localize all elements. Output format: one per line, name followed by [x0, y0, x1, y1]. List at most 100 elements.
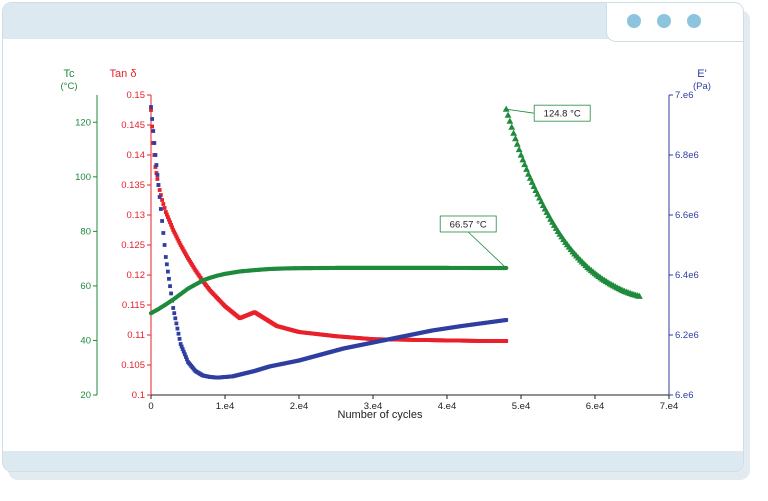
tc-tick-label: 100: [75, 172, 91, 183]
data-point: [180, 347, 185, 352]
tc-tick-label: 60: [80, 281, 91, 292]
x-tick-label: 6.e4: [586, 401, 605, 412]
data-point: [176, 238, 181, 243]
data-point: [168, 220, 172, 225]
data-point: [158, 207, 163, 211]
data-point: [175, 236, 180, 241]
data-point: [160, 219, 164, 223]
multi-axis-chart: 0 1.e4 2.e4 3.e4 4.e4 5.e4 6.e4 7.e4 Number of c…: [61, 68, 711, 421]
data-point: [171, 306, 176, 310]
data-point: [173, 232, 178, 237]
tan_delta-axis-title: Tan δ: [110, 68, 137, 80]
annotation-box: [533, 104, 591, 122]
window-controls: [606, 3, 743, 42]
tc-tick-label: 120: [75, 117, 91, 128]
window-bottom-bar: [3, 451, 743, 471]
data-point: [167, 217, 171, 222]
e_prime-axis-unit: (Pa): [693, 81, 711, 92]
tan_delta-tick-label: 0.135: [121, 180, 145, 191]
data-point: [181, 349, 186, 354]
data-point: [149, 105, 153, 109]
dot-icon[interactable]: [627, 14, 641, 28]
data-point: [517, 151, 525, 158]
data-point: [171, 228, 176, 232]
data-point: [504, 111, 512, 118]
tan_delta-tick-label: 0.13: [127, 210, 146, 221]
data-point: [169, 291, 173, 296]
series-e_prime-1: [149, 105, 509, 380]
data-point: [523, 165, 530, 172]
data-point: [163, 255, 168, 259]
tan_delta-tick-label: 0.12: [127, 270, 146, 281]
annotations: 66.57 °C 124.8 °C: [439, 104, 591, 269]
data-point: [521, 160, 529, 168]
data-point: [166, 215, 170, 220]
dot-icon[interactable]: [687, 14, 701, 28]
data-point: [506, 117, 514, 124]
data-point: [179, 344, 184, 349]
data-point: [153, 165, 158, 169]
x-axis-title: Number of cycles: [338, 409, 423, 421]
data-point: [172, 230, 177, 235]
tan_delta-tick-label: 0.145: [121, 120, 145, 131]
data-point: [185, 357, 189, 362]
data-point: [157, 188, 162, 192]
tan_delta-tick-label: 0.1: [132, 390, 145, 401]
data-point: [508, 123, 516, 130]
data-point: [164, 262, 169, 267]
e_prime-tick-label: 6.8e6: [675, 150, 699, 161]
data-point: [155, 177, 160, 181]
data-point: [152, 141, 157, 145]
data-point: [183, 354, 188, 359]
x-tick-label: 4.e4: [438, 401, 457, 412]
e_prime-tick-label: 6.6e6: [675, 210, 699, 221]
data-point: [177, 240, 182, 245]
data-point: [515, 145, 523, 153]
tan_delta-tick-label: 0.125: [121, 240, 145, 251]
data-point: [151, 129, 156, 133]
chart-window: 0 1.e4 2.e4 3.e4 4.e4 5.e4 6.e4 7.e4 Number of c…: [2, 2, 744, 472]
series-tc-3: [502, 105, 643, 299]
x-tick-label: 5.e4: [512, 401, 531, 412]
tan_delta-tick-label: 0.15: [127, 90, 146, 101]
data-point: [169, 222, 173, 227]
tc-axis-title: Tc: [64, 68, 76, 80]
e_prime-axis-title: E': [697, 68, 706, 80]
tan_delta-tick-label: 0.115: [122, 300, 145, 311]
data-point: [150, 124, 155, 129]
x-tick-label: 1.e4: [216, 401, 235, 412]
x-tick-label: 0: [148, 401, 153, 412]
data-point: [161, 202, 166, 206]
x-tick-label: 2.e4: [290, 401, 309, 412]
e_prime-tick-label: 6.2e6: [675, 330, 699, 341]
tc-axis-unit: (°C): [61, 81, 78, 92]
tan_delta-tick-label: 0.14: [127, 150, 146, 161]
data-point: [502, 105, 510, 112]
data-point: [182, 352, 187, 357]
axes: 0 1.e4 2.e4 3.e4 4.e4 5.e4 6.e4 7.e4 Number of c…: [61, 68, 711, 421]
annotation-leader: [506, 108, 535, 114]
data-point: [167, 276, 171, 281]
tc-tick-label: 20: [80, 390, 91, 401]
data-point: [164, 212, 169, 217]
dot-icon[interactable]: [657, 14, 671, 28]
data-point: [150, 117, 155, 121]
annotation-box: [439, 215, 497, 233]
data-point: [153, 153, 158, 157]
data-point: [513, 140, 521, 147]
annotation-label: 66.57 °C: [450, 219, 487, 230]
tan_delta-tick-label: 0.105: [121, 360, 145, 371]
data-point: [157, 195, 162, 199]
e_prime-tick-label: 6.e6: [675, 390, 694, 401]
data-point: [504, 318, 509, 322]
data-point: [154, 171, 159, 175]
data-point: [149, 108, 153, 112]
e_prime-tick-label: 7.e6: [675, 90, 694, 101]
data-point: [178, 342, 183, 346]
data-point: [175, 326, 180, 331]
data-point: [170, 225, 175, 230]
data-point: [172, 311, 177, 316]
x-tick-label: 3.e4: [364, 401, 383, 412]
e_prime-tick-label: 6.4e6: [675, 270, 699, 281]
data-point: [512, 135, 519, 142]
